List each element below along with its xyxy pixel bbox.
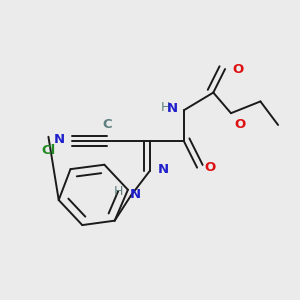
Text: Cl: Cl [41, 144, 56, 157]
Text: N: N [167, 102, 178, 115]
Text: N: N [158, 163, 169, 176]
Text: O: O [205, 161, 216, 174]
Text: N: N [53, 133, 64, 146]
Text: H: H [114, 185, 124, 198]
Text: N: N [129, 188, 140, 201]
Text: H: H [161, 101, 171, 114]
Text: O: O [232, 62, 244, 76]
Text: O: O [234, 118, 245, 130]
Text: C: C [103, 118, 112, 131]
